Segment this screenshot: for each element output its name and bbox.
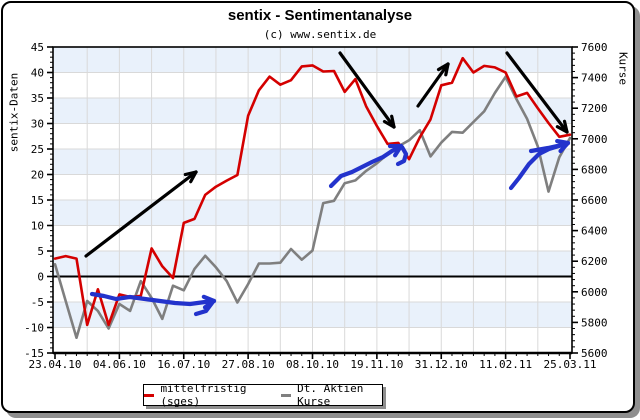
svg-text:31.12.10: 31.12.10 — [415, 358, 468, 371]
svg-text:6000: 6000 — [581, 286, 608, 299]
svg-text:0: 0 — [37, 271, 44, 284]
svg-text:45: 45 — [31, 41, 44, 54]
svg-text:6400: 6400 — [581, 225, 608, 238]
svg-text:7400: 7400 — [581, 72, 608, 85]
legend: mittelfristig (sges) Dt. Aktien Kurse — [143, 382, 383, 408]
svg-text:6800: 6800 — [581, 163, 608, 176]
svg-text:35: 35 — [31, 92, 44, 105]
trend-arrow — [338, 51, 396, 129]
trend-arrow — [505, 51, 569, 134]
y-right-axis-title: Kurse — [616, 51, 630, 86]
sentiment-series-line — [53, 56, 572, 327]
svg-text:-10: -10 — [24, 322, 44, 335]
svg-text:27.08.10: 27.08.10 — [222, 358, 275, 371]
red-line-swatch-icon — [144, 393, 155, 397]
svg-text:-15: -15 — [24, 347, 44, 360]
gray-line-swatch-icon — [280, 393, 292, 397]
svg-text:20: 20 — [31, 169, 44, 182]
svg-text:40: 40 — [31, 67, 44, 80]
hand-drawn-stroke — [193, 300, 215, 317]
trend-arrow — [84, 170, 198, 258]
svg-text:5800: 5800 — [581, 316, 608, 329]
svg-text:6200: 6200 — [581, 255, 608, 268]
svg-text:30: 30 — [31, 118, 44, 131]
black-trend-arrows — [84, 51, 569, 258]
svg-text:5: 5 — [37, 245, 44, 258]
y-left-axis-title: sentix-Daten — [7, 72, 21, 153]
hand-drawn-stroke — [528, 141, 569, 154]
hand-drawn-stroke — [89, 291, 217, 307]
svg-text:25: 25 — [31, 143, 44, 156]
axis-tick-labels: 23.04.10 04.06.10 16.07.10 27.08.10 08.10.10… — [24, 41, 607, 371]
svg-text:5600: 5600 — [581, 347, 608, 360]
svg-text:7600: 7600 — [581, 41, 608, 54]
svg-text:10: 10 — [31, 220, 44, 233]
svg-text:6600: 6600 — [581, 194, 608, 207]
svg-text:04.06.10: 04.06.10 — [93, 358, 146, 371]
svg-text:19.11.10: 19.11.10 — [350, 358, 403, 371]
hand-drawn-stroke — [395, 144, 409, 167]
blue-hand-annotations — [89, 138, 571, 317]
svg-text:23.04.10: 23.04.10 — [29, 358, 82, 371]
svg-text:11.02.11: 11.02.11 — [479, 358, 532, 371]
kurse-series-line — [53, 75, 572, 340]
svg-text:-5: -5 — [31, 296, 44, 309]
legend-item-kurse: Dt. Aktien Kurse — [280, 382, 382, 408]
svg-text:7000: 7000 — [581, 133, 608, 146]
page-title: sentix - Sentimentanalyse — [227, 7, 413, 24]
legend-label-kurse: Dt. Aktien Kurse — [297, 382, 364, 408]
hand-drawn-stroke — [328, 143, 404, 189]
legend-item-sentiment: mittelfristig (sges) — [144, 382, 267, 408]
svg-text:08.10.10: 08.10.10 — [286, 358, 339, 371]
svg-text:7200: 7200 — [581, 102, 608, 115]
svg-text:15: 15 — [31, 194, 44, 207]
svg-text:25.03.11: 25.03.11 — [544, 358, 597, 371]
page-subtitle: (c) www.sentix.de — [263, 28, 377, 41]
axis-ticks — [47, 46, 578, 359]
legend-label-sentiment: mittelfristig (sges) — [160, 382, 247, 408]
svg-text:16.07.10: 16.07.10 — [157, 358, 210, 371]
trend-arrow — [416, 62, 450, 108]
